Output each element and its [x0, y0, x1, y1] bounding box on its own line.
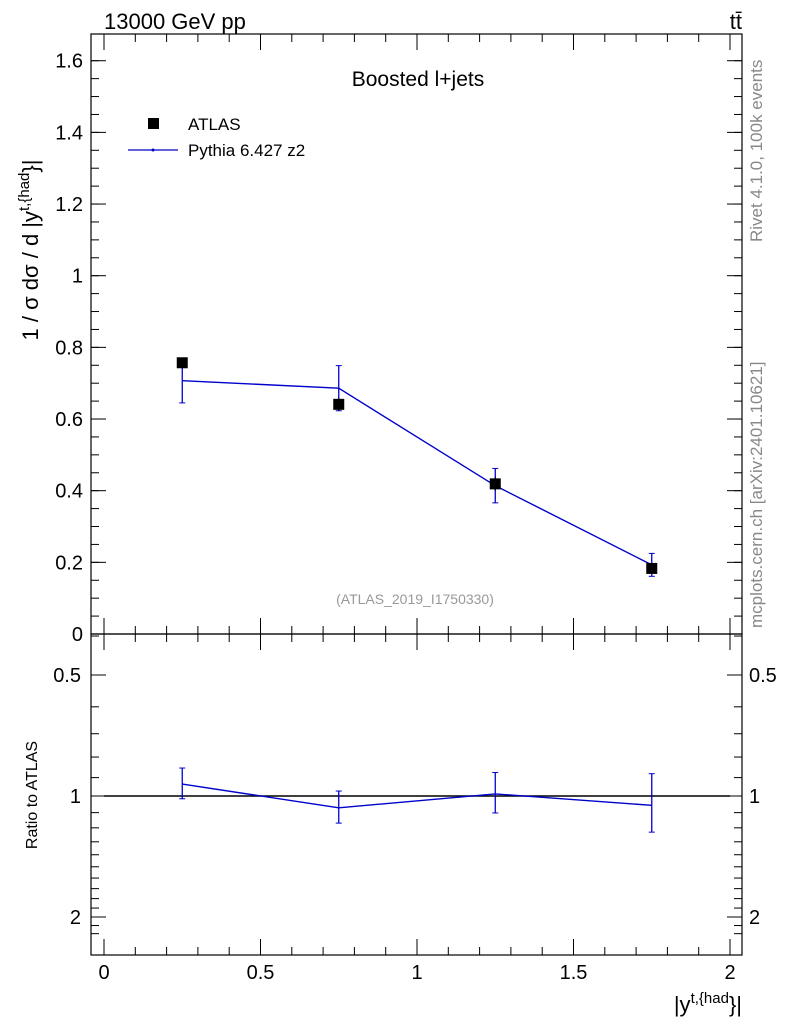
atlas-data-point	[333, 398, 345, 410]
atlas-data-point	[176, 357, 188, 369]
atlas-data-point	[646, 562, 658, 574]
ratio-xtick-label: 0.5	[247, 962, 275, 984]
legend-pythia-label: Pythia 6.427 z2	[188, 141, 305, 160]
rivet-version-label: Rivet 4.1.0, 100k events	[747, 60, 766, 242]
chart-title: Boosted l+jets	[352, 68, 485, 91]
axis-layer: 0 0.2 0.4 0.6 0.8 1 1.2 1.4 1.6 0 0.5 1 1.5 2 0.5 0.5 1 1…	[53, 33, 777, 984]
ratio-xlabel-sup: t,{had	[691, 990, 729, 1007]
main-ylabel-tail: }|	[18, 160, 43, 173]
ratio-xlabel-main: |y	[674, 992, 691, 1017]
main-ylabel-sup: t,{had	[16, 173, 33, 211]
main-ytick-label: 1.6	[55, 51, 83, 73]
main-ylabel: 1 / σ dσ / d |yt,{had}|	[16, 160, 43, 341]
main-ytick-label: 0.4	[55, 481, 83, 503]
main-ytick-label: 1.4	[55, 122, 83, 144]
legend-atlas-label: ATLAS	[188, 115, 241, 134]
main-ytick-label: 0.6	[55, 409, 83, 431]
ratio-ytick-label-right: 1	[749, 786, 760, 808]
ratio-xtick-label: 0	[98, 962, 109, 984]
ratio-panel-frame	[90, 633, 743, 956]
ratio-xtick-label: 1.5	[560, 962, 588, 984]
atlas-data-point	[489, 478, 501, 490]
legend: ATLAS Pythia 6.427 z2	[128, 115, 305, 160]
mcplots-label: mcplots.cern.ch [arXiv:2401.10621]	[747, 362, 766, 628]
ratio-ytick-label-right: 0.5	[749, 665, 777, 687]
process-label: tt̄	[730, 9, 742, 34]
ratio-ytick-label: 2	[70, 907, 81, 929]
mark-layer	[176, 357, 658, 833]
main-ylabel-main: 1 / σ dσ / d |y	[18, 211, 43, 340]
ratio-xtick-label: 2	[724, 962, 735, 984]
main-ytick-label: 1	[72, 266, 83, 288]
ratio-ytick-label-right: 2	[749, 907, 760, 929]
main-ytick-label: 0.8	[55, 337, 83, 359]
ratio-xtick-label: 1	[411, 962, 422, 984]
ratio-ytick-label: 1	[70, 786, 81, 808]
ratio-ytick-label: 0.5	[53, 665, 81, 687]
energy-label: 13000 GeV pp	[104, 9, 246, 34]
pythia-ratio-line	[182, 783, 652, 809]
ratio-ylabel: Ratio to ATLAS	[24, 741, 41, 849]
main-ytick-label: 0.2	[55, 552, 83, 574]
ratio-xlabel: |yt,{had}|	[674, 990, 742, 1017]
legend-atlas-marker	[148, 118, 159, 129]
main-ytick-label: 0	[72, 624, 83, 646]
ratio-xlabel-tail: }|	[729, 992, 742, 1017]
pythia-series-line	[182, 379, 653, 566]
main-ytick-label: 1.2	[55, 194, 83, 216]
legend-pythia-dot	[151, 148, 155, 152]
analysis-watermark: (ATLAS_2019_I1750330)	[336, 591, 494, 607]
